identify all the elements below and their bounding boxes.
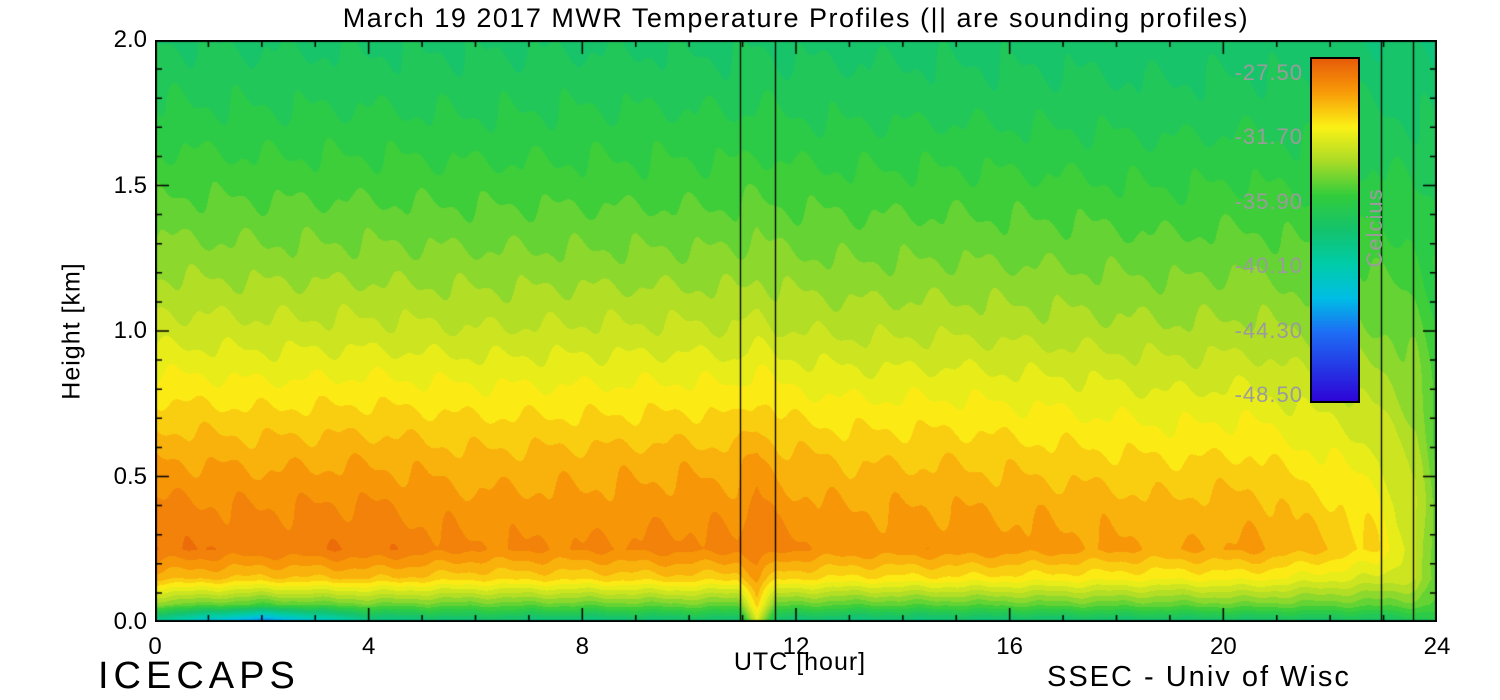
x-tick-label: 8 [575,633,590,660]
x-tick-label: 0 [148,633,162,660]
colorbar-canvas [1310,57,1360,403]
chart-title: March 19 2017 MWR Temperature Profiles (… [342,3,1250,33]
y-tick-label: 2.0 [113,26,147,53]
colorbar-tick-label: -44.30 [1234,317,1303,343]
colorbar-tick-label: -31.70 [1234,124,1303,150]
footer-credit: SSEC - Univ of Wisc [1047,661,1351,693]
colorbar-tick-label: -27.50 [1234,60,1303,85]
x-tick-label: 12 [782,633,810,660]
colorbar-tick-label: -40.10 [1234,253,1303,279]
y-tick-label: 1.5 [113,171,147,199]
footer-icecaps: ICECAPS [98,655,300,697]
y-tick-label: 0.0 [113,608,147,635]
heatmap-canvas [155,40,1437,622]
x-tick-label: 20 [1209,633,1237,660]
x-axis-label: UTC [hour] [733,648,867,676]
x-tick-label: 24 [1423,633,1451,660]
y-tick-label: 0.5 [113,462,147,490]
y-axis-label: Height [km] [57,262,86,400]
x-tick-label: 16 [996,633,1024,660]
colorbar-tick-label: -35.90 [1234,188,1303,214]
x-tick-label: 4 [361,633,376,660]
colorbar-tick-label: -48.50 [1234,382,1303,407]
colorbar-title: Celcius [1362,188,1387,268]
y-tick-label: 1.0 [113,317,147,344]
